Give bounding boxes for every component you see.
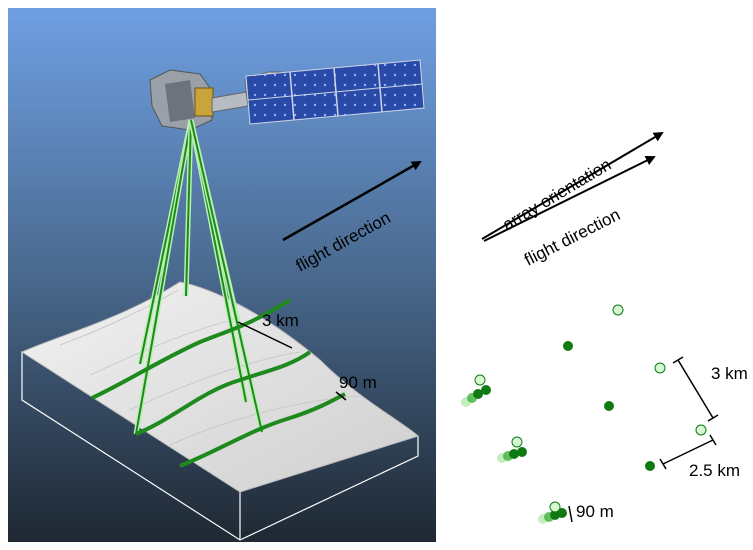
ground-tracks [91, 298, 346, 468]
flight-direction-arrow-right [483, 156, 656, 242]
beam-spacing-dimension [659, 434, 717, 470]
beam-spacing-label: 3 km [262, 311, 299, 330]
footprint-dot [654, 362, 666, 374]
footprint-dot [645, 461, 655, 471]
array-orientation-arrow [481, 131, 664, 240]
satellite-icon [149, 59, 425, 131]
footprint-track-3 [538, 501, 567, 524]
footprint-dot [695, 424, 707, 436]
right-panel: array orientation flight direction [461, 131, 748, 524]
laser-beams [133, 119, 265, 435]
beam-spacing-label-right: 2.5 km [689, 461, 740, 480]
pair-spacing-label: 3 km [711, 364, 748, 383]
track-width-tick-right [568, 505, 573, 523]
footprint-track-2 [497, 436, 527, 463]
footprint-dot [612, 304, 624, 316]
footprint-dot [563, 341, 573, 351]
pair-spacing-dimension [672, 356, 719, 422]
track-width-label-right: 90 m [576, 502, 614, 521]
flight-direction-arrow [282, 160, 422, 242]
beam-spacing-tick [237, 321, 293, 349]
track-width-label: 90 m [339, 373, 377, 392]
footprint-dot [604, 401, 614, 411]
left-panel: flight direction 3 km 90 m [8, 8, 436, 542]
footprint-track-1 [461, 374, 491, 407]
track-width-tick [335, 391, 347, 401]
beam-footprints [461, 304, 707, 524]
